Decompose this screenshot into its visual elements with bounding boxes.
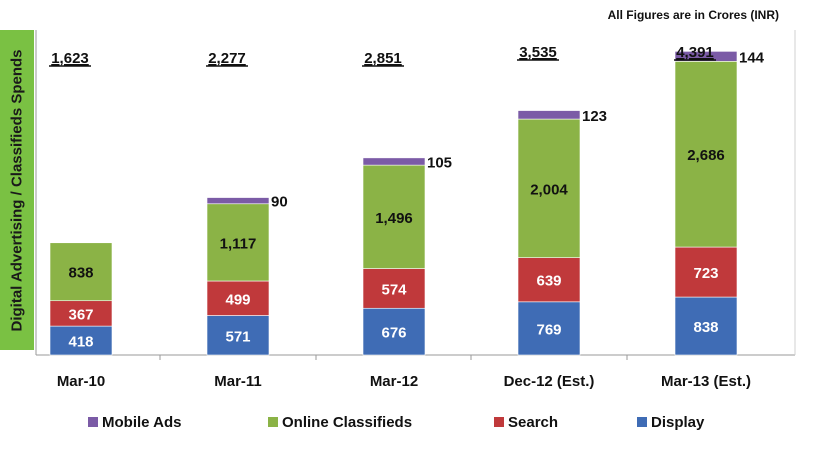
legend-label-display: Display — [651, 414, 705, 431]
x-tick-label: Dec-12 (Est.) — [504, 373, 595, 390]
bar-search — [362, 268, 426, 309]
legend-label-mobile-ads: Mobile Ads — [102, 414, 181, 431]
data-label-online-classifieds: 838 — [68, 265, 93, 282]
data-label-display: 571 — [225, 328, 250, 345]
bar-search — [206, 280, 270, 316]
y-axis-label-background — [0, 30, 34, 350]
data-label-display: 769 — [536, 321, 561, 338]
bar-display — [517, 301, 581, 356]
data-label-online-classifieds: 2,004 — [530, 181, 568, 198]
bar-search — [517, 257, 581, 303]
bar-mobile-ads — [362, 157, 426, 166]
data-label-mobile-ads: 144 — [739, 49, 765, 66]
data-label-display: 676 — [381, 325, 406, 342]
bar-online-classifieds — [362, 164, 426, 269]
legend-swatch-mobile-ads — [88, 417, 98, 427]
data-label-mobile-ads: 123 — [582, 108, 607, 125]
bar-display — [362, 307, 426, 356]
bar-display — [206, 315, 270, 356]
bar-online-classifieds — [674, 61, 738, 248]
data-label-mobile-ads: 90 — [271, 194, 288, 211]
bar-search — [49, 300, 113, 327]
data-label-search: 639 — [536, 273, 561, 290]
data-label-online-classifieds: 2,686 — [687, 147, 725, 164]
bar-mobile-ads — [674, 51, 738, 62]
total-label: 3,535 — [519, 44, 557, 61]
x-tick-label: Mar-12 — [370, 373, 418, 390]
x-tick-label: Mar-10 — [57, 373, 105, 390]
data-label-search: 367 — [68, 306, 93, 323]
bar-display — [674, 296, 738, 356]
legend-swatch-online-classifieds — [268, 417, 278, 427]
legend-swatch-display — [637, 417, 647, 427]
units-note: All Figures are in Crores (INR) — [607, 8, 779, 22]
x-tick-label: Mar-13 (Est.) — [661, 373, 751, 390]
x-tick-label: Mar-11 — [214, 373, 262, 390]
bar-display — [49, 325, 113, 356]
total-label: 2,277 — [208, 50, 246, 67]
bar-mobile-ads — [517, 110, 581, 120]
legend-label-online-classifieds: Online Classifieds — [282, 414, 412, 431]
legend-label-search: Search — [508, 414, 558, 431]
data-label-search: 723 — [693, 265, 718, 282]
bar-online-classifieds — [206, 203, 270, 282]
data-label-mobile-ads: 105 — [427, 154, 452, 171]
data-label-search: 499 — [225, 291, 250, 308]
total-label: 1,623 — [51, 50, 89, 67]
bar-online-classifieds — [49, 242, 113, 302]
bar-online-classifieds — [517, 118, 581, 258]
legend-swatch-search — [494, 417, 504, 427]
data-label-display: 838 — [693, 319, 718, 336]
total-label: 2,851 — [364, 50, 402, 67]
bar-search — [674, 246, 738, 298]
bar-mobile-ads — [206, 197, 270, 205]
total-label: 4,391 — [676, 44, 714, 61]
data-label-search: 574 — [381, 281, 407, 298]
data-label-online-classifieds: 1,496 — [375, 210, 413, 227]
data-label-display: 418 — [68, 334, 93, 351]
data-label-online-classifieds: 1,117 — [220, 235, 257, 252]
